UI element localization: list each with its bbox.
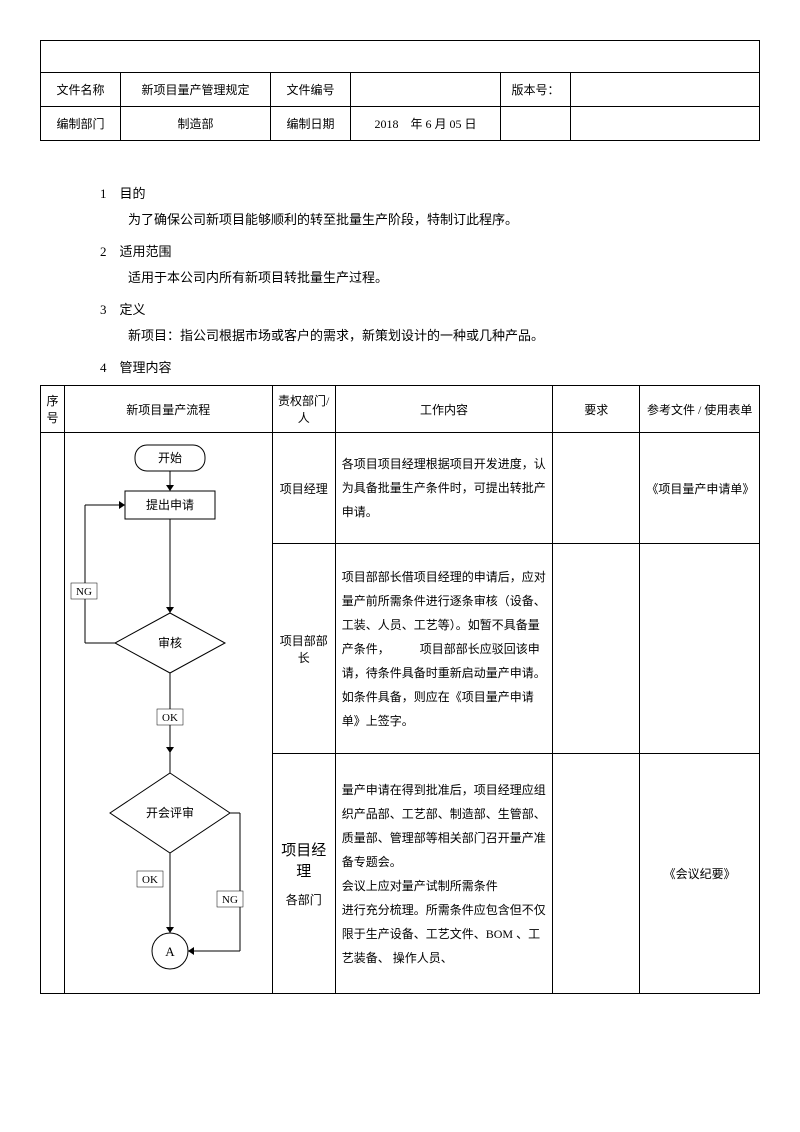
header-blank: [41, 41, 760, 73]
s3-num: 3: [100, 302, 107, 317]
th-ref: 参考文件 / 使用表单: [640, 386, 760, 433]
r2-dept: 项目部部长: [272, 544, 335, 754]
header-row-2: 编制部门 制造部 编制日期 2018 年 6 月 05 日: [41, 107, 760, 141]
hdr-dept-value: 制造部: [121, 107, 271, 141]
flowchart-cell: 开始 提出申请 审核 NG: [64, 433, 272, 994]
node-apply: 提出申请: [146, 497, 194, 512]
hdr-blank-2: [571, 107, 760, 141]
hdr-date-value: 2018 年 6 月 05 日: [351, 107, 501, 141]
th-work: 工作内容: [335, 386, 553, 433]
r2-req: [553, 544, 640, 754]
hdr-file-no-value: [351, 73, 501, 107]
header-table: 文件名称 新项目量产管理规定 文件编号 版本号： 编制部门 制造部 编制日期 2…: [40, 40, 760, 141]
r1-req: [553, 433, 640, 544]
s1-body: 为了确保公司新项目能够顺利的转至批量生产阶段，特制订此程序。: [128, 207, 720, 233]
hdr-file-name-value: 新项目量产管理规定: [121, 73, 271, 107]
r2-ref: [640, 544, 760, 754]
label-ok-1: OK: [162, 712, 178, 724]
th-req: 要求: [553, 386, 640, 433]
body-sections: 1 目的 为了确保公司新项目能够顺利的转至批量生产阶段，特制订此程序。 2 适用…: [100, 181, 720, 381]
flow-table: 序号 新项目量产流程 责权部门/人 工作内容 要求 参考文件 / 使用表单 开始…: [40, 385, 760, 994]
th-dept: 责权部门/人: [272, 386, 335, 433]
s3-body: 新项目：指公司根据市场或客户的需求，新策划设计的一种或几种产品。: [128, 323, 720, 349]
flowchart-svg: 开始 提出申请 审核 NG: [65, 433, 255, 993]
hdr-date-label: 编制日期: [271, 107, 351, 141]
s1-title: 目的: [120, 186, 146, 201]
r3-dept2: 各部门: [279, 891, 329, 908]
node-meeting: 开会评审: [146, 805, 194, 820]
flow-table-head: 序号 新项目量产流程 责权部门/人 工作内容 要求 参考文件 / 使用表单: [41, 386, 760, 433]
label-ng-2: NG: [222, 894, 238, 906]
node-connector: A: [165, 944, 175, 959]
r1-dept: 项目经理: [272, 433, 335, 544]
r-seq: [41, 433, 65, 994]
s1-num: 1: [100, 186, 107, 201]
label-ng-1: NG: [76, 586, 92, 598]
r3-dept: 项目经理 各部门: [272, 754, 335, 994]
node-review: 审核: [158, 635, 182, 650]
hdr-file-name-label: 文件名称: [41, 73, 121, 107]
node-start: 开始: [158, 451, 182, 465]
s4-num: 4: [100, 360, 107, 375]
th-flow: 新项目量产流程: [64, 386, 272, 433]
hdr-blank-1: [501, 107, 571, 141]
hdr-version-value: [571, 73, 760, 107]
hdr-file-no-label: 文件编号: [271, 73, 351, 107]
hdr-version-label: 版本号：: [501, 73, 571, 107]
r1-ref: 《项目量产申请单》: [640, 433, 760, 544]
table-row-1: 开始 提出申请 审核 NG: [41, 433, 760, 544]
label-ok-2: OK: [142, 874, 158, 886]
r3-dept1: 项目经理: [279, 839, 329, 881]
s2-body: 适用于本公司内所有新项目转批量生产过程。: [128, 265, 720, 291]
r3-ref: 《会议纪要》: [640, 754, 760, 994]
header-row-1: 文件名称 新项目量产管理规定 文件编号 版本号：: [41, 73, 760, 107]
s3-title: 定义: [120, 302, 146, 317]
s4-title: 管理内容: [120, 360, 172, 375]
hdr-dept-label: 编制部门: [41, 107, 121, 141]
r3-work: 量产申请在得到批准后，项目经理应组织产品部、工艺部、制造部、生管部、质量部、管理…: [342, 778, 547, 970]
s2-num: 2: [100, 244, 107, 259]
r3-req: [553, 754, 640, 994]
s2-title: 适用范围: [120, 244, 172, 259]
r2-work: 项目部部长借项目经理的申请后，应对量产前所需条件进行逐条审核（设备、工装、人员、…: [342, 565, 547, 733]
r1-work: 各项目项目经理根据项目开发进度，认为具备批量生产条件时，可提出转批产申请。: [342, 452, 547, 524]
th-seq: 序号: [41, 386, 65, 433]
